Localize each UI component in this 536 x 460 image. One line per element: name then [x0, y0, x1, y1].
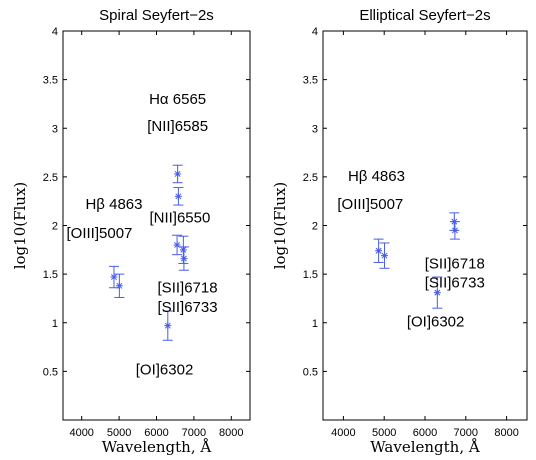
asterisk-marker — [375, 247, 383, 255]
data-point — [172, 164, 183, 184]
data-point — [114, 273, 125, 298]
y-tick-label: 0.5 — [43, 366, 58, 378]
line-annotation: [NII]6550 — [149, 210, 210, 227]
y-tick-label: 3 — [52, 123, 58, 135]
data-point — [432, 276, 443, 309]
x-tick-label: 8000 — [219, 427, 243, 439]
x-tick-label: 8000 — [494, 427, 518, 439]
chart-panel-2: Elliptical Seyfert−2s 4000 5000 6000 7000 800… — [271, 7, 528, 456]
y-tick-label: 1.5 — [43, 269, 58, 281]
data-point — [178, 246, 189, 271]
x-tick-label: 4000 — [69, 427, 93, 439]
x-axis-label: Wavelength, Å — [370, 438, 480, 456]
asterisk-marker — [180, 255, 188, 263]
asterisk-marker — [115, 282, 123, 290]
y-tick-label: 2.5 — [43, 172, 58, 184]
y-tick-label: 3.5 — [43, 75, 58, 87]
x-axis-label: Wavelength, Å — [102, 438, 212, 456]
x-tick-label: 4000 — [331, 427, 355, 439]
x-tick-label: 6000 — [413, 427, 437, 439]
asterisk-marker — [174, 192, 182, 200]
x-tick-label: 5000 — [372, 427, 396, 439]
line-annotation: [SII]6718 — [425, 255, 485, 272]
asterisk-marker — [173, 241, 181, 249]
y-axis-label: log10(Flux) — [11, 182, 29, 270]
y-tick-label: 1.5 — [303, 269, 318, 281]
line-annotation: [OI]6302 — [407, 314, 465, 331]
y-tick-label: 1 — [312, 318, 318, 330]
line-annotation: Hβ 4863 — [348, 168, 405, 185]
y-tick-label: 3 — [312, 123, 318, 135]
data-point — [379, 242, 390, 269]
asterisk-marker — [179, 246, 187, 254]
y-tick-label: 2.5 — [303, 172, 318, 184]
data-point — [449, 221, 460, 240]
line-annotation: [SII]6733 — [158, 299, 218, 316]
x-tick-label: 6000 — [144, 427, 168, 439]
line-annotation: Hβ 4863 — [85, 196, 142, 213]
line-annotation: [OIII]5007 — [67, 225, 133, 242]
asterisk-marker — [174, 170, 182, 178]
y-axis-label: log10(Flux) — [271, 182, 289, 270]
y-tick-label: 4 — [312, 26, 318, 38]
data-point — [373, 238, 384, 263]
plot-frame — [322, 30, 528, 421]
y-tick-label: 1 — [52, 318, 58, 330]
asterisk-marker — [164, 322, 172, 330]
asterisk-marker — [110, 273, 118, 281]
line-annotation: [OIII]5007 — [337, 196, 403, 213]
line-annotation: [NII]6585 — [147, 118, 208, 135]
asterisk-marker — [451, 226, 459, 234]
x-tick-label: 5000 — [107, 427, 131, 439]
asterisk-marker — [380, 252, 388, 260]
x-tick-label: 7000 — [182, 427, 206, 439]
y-tick-label: 2 — [312, 221, 318, 233]
y-tick-label: 0.5 — [303, 366, 318, 378]
chart-title: Spiral Seyfert−2s — [99, 7, 214, 24]
data-point — [173, 187, 184, 206]
x-tick-label: 7000 — [454, 427, 478, 439]
chart-panel-1: Spiral Seyfert−2s 4000 5000 6000 7000 8000 0.5… — [11, 7, 251, 456]
asterisk-marker — [433, 289, 441, 297]
y-tick-label: 2 — [52, 221, 58, 233]
data-point — [162, 310, 173, 341]
line-annotation: [SII]6718 — [158, 280, 218, 297]
line-annotation: [SII]6733 — [425, 275, 485, 292]
data-point — [108, 265, 119, 289]
line-annotation: Hα 6565 — [149, 91, 206, 108]
data-point — [172, 234, 183, 256]
line-annotation: [OI]6302 — [136, 361, 194, 378]
chart-title: Elliptical Seyfert−2s — [359, 7, 490, 24]
y-tick-label: 3.5 — [303, 75, 318, 87]
y-tick-label: 4 — [52, 26, 58, 38]
